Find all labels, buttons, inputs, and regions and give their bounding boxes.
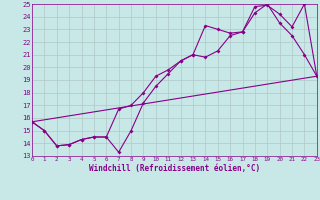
X-axis label: Windchill (Refroidissement éolien,°C): Windchill (Refroidissement éolien,°C) — [89, 164, 260, 173]
